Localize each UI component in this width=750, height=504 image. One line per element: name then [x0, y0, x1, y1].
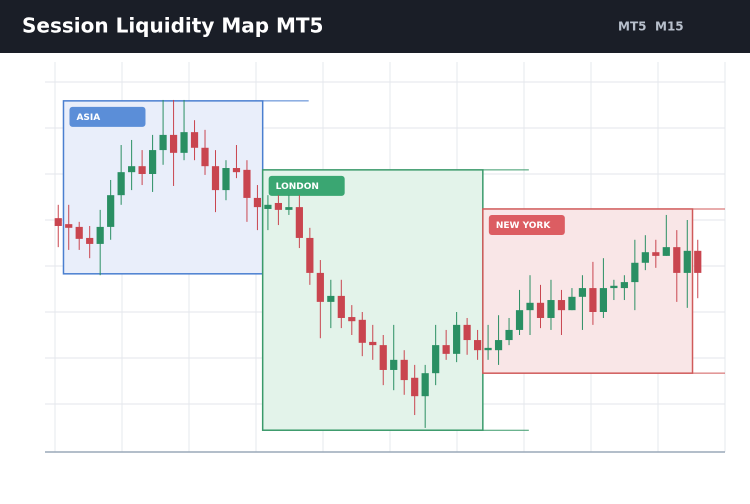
candle-body	[631, 262, 639, 283]
candle-body	[65, 224, 73, 228]
candle-body	[547, 300, 555, 318]
page-title: Session Liquidity Map MT5	[22, 14, 323, 38]
header-bar	[0, 0, 750, 53]
candle-body	[589, 288, 597, 312]
candle-body	[232, 168, 241, 173]
candle-body	[411, 377, 419, 397]
candle-body	[107, 195, 115, 227]
candle-body	[96, 226, 104, 244]
session-box	[261, 169, 484, 431]
candle-body	[568, 296, 576, 311]
candles	[54, 99, 702, 428]
candle-body	[599, 288, 608, 312]
candle-body	[337, 295, 345, 318]
candle-body	[652, 252, 660, 256]
candle-body	[316, 272, 324, 302]
candle-body	[379, 345, 387, 370]
candle-body	[515, 310, 524, 330]
session-label: NEW YORK	[496, 221, 552, 231]
candle-body	[400, 359, 408, 381]
candle-body	[390, 359, 398, 370]
candle-body	[169, 134, 178, 153]
candle-body	[620, 282, 628, 289]
candle-body	[180, 132, 188, 153]
platform: MT5	[618, 20, 646, 34]
candle-body	[222, 168, 230, 191]
session-box	[482, 208, 694, 374]
candle-body	[190, 132, 199, 148]
candle-body	[274, 202, 283, 210]
candle-body	[473, 340, 482, 351]
candle-body	[641, 252, 649, 263]
candle-body	[442, 345, 450, 354]
candle-body	[683, 250, 691, 273]
session-label: ASIA	[76, 113, 100, 123]
candle-body	[694, 250, 702, 273]
candle-body	[453, 324, 461, 354]
candle-body	[673, 247, 681, 273]
candle-body	[243, 169, 251, 198]
candle-body	[86, 237, 94, 244]
candle-body	[201, 147, 209, 167]
candle-body	[662, 247, 670, 256]
timeframe: M15	[655, 20, 684, 34]
candle-body	[264, 204, 272, 209]
candle-body	[128, 166, 136, 173]
candle-body	[505, 329, 513, 341]
candle-body	[494, 340, 503, 351]
session-label: LONDON	[276, 182, 319, 192]
candle-body	[138, 166, 146, 174]
candle-body	[369, 341, 377, 346]
candle-body	[75, 226, 83, 239]
session-badge	[69, 106, 146, 127]
candle-body	[536, 302, 545, 318]
candle-body	[421, 373, 429, 397]
session-badge	[268, 175, 345, 196]
candle-body	[578, 288, 587, 297]
candle-body	[327, 295, 335, 302]
candle-body	[54, 218, 62, 226]
candle-body	[159, 134, 167, 151]
candle-body	[148, 150, 157, 174]
candle-body	[484, 347, 492, 351]
candle-body	[285, 207, 293, 210]
candle-body	[117, 172, 125, 196]
candle-body	[211, 166, 220, 191]
candle-body	[557, 300, 566, 311]
candle-body	[526, 302, 534, 311]
candle-body	[295, 207, 303, 238]
candle-body	[358, 319, 366, 343]
candle-body	[463, 324, 471, 341]
candle-body	[348, 317, 356, 322]
candle-body	[253, 197, 262, 208]
candle-body	[306, 237, 314, 273]
candle-body	[610, 285, 618, 289]
candle-body	[432, 345, 440, 374]
session-badge	[488, 214, 565, 235]
